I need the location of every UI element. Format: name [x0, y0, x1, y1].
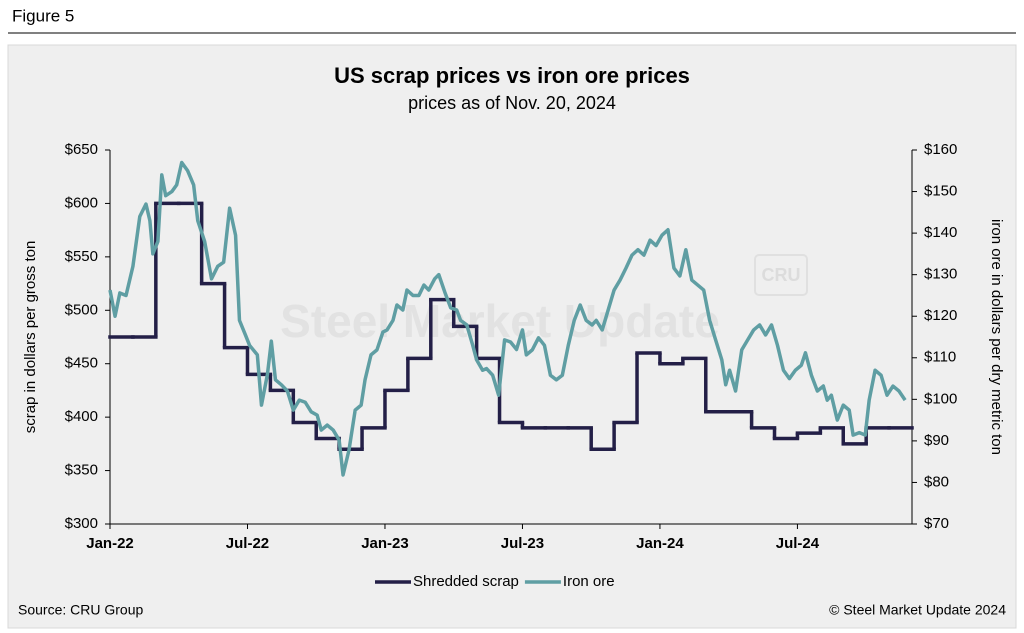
y-tick-label: $350 [65, 462, 98, 479]
y2-tick-label: $90 [924, 432, 949, 449]
y2-tick-label: $80 [924, 473, 949, 490]
watermark: Steel Market Update [280, 295, 720, 347]
chart-subtitle: prices as of Nov. 20, 2024 [408, 93, 616, 113]
y2-tick-label: $120 [924, 307, 957, 324]
series-line [108, 160, 907, 477]
y2-tick-label: $140 [924, 224, 957, 241]
y2-tick-label: $130 [924, 266, 957, 283]
x-tick-label: Jul-23 [501, 535, 544, 552]
x-tick-label: Jul-22 [226, 535, 269, 552]
x-tick-label: Jan-23 [361, 535, 409, 552]
y-tick-label: $500 [65, 301, 98, 318]
y-tick-label: $600 [65, 194, 98, 211]
y2-axis-title: iron ore in dollars per dry metric ton [988, 219, 1005, 455]
y-tick-label: $450 [65, 355, 98, 372]
y-tick-label: $550 [65, 248, 98, 265]
watermark-logo: CRU [762, 265, 801, 285]
y-axis-title: scrap in dollars per gross ton [22, 241, 39, 434]
x-tick-label: Jul-24 [776, 535, 820, 552]
copyright: © Steel Market Update 2024 [829, 602, 1006, 618]
y2-tick-label: $110 [924, 349, 956, 366]
source-note: Source: CRU Group [18, 602, 143, 618]
y2-tick-label: $70 [924, 515, 949, 532]
legend-label: Iron ore [563, 573, 615, 590]
y-tick-label: $300 [65, 515, 98, 532]
y-tick-label: $650 [65, 141, 98, 158]
x-tick-label: Jan-22 [86, 535, 134, 552]
x-tick-label: Jan-24 [636, 535, 684, 552]
panel [7, 44, 1017, 629]
watermark-logo-box [754, 254, 808, 296]
figure-label: Figure 5 [12, 6, 74, 25]
legend-label: Shredded scrap [413, 573, 519, 590]
y-tick-label: $400 [65, 408, 98, 425]
y2-tick-label: $150 [924, 183, 957, 200]
y2-tick-label: $160 [924, 141, 957, 158]
y2-tick-label: $100 [924, 390, 957, 407]
chart-title: US scrap prices vs iron ore prices [334, 63, 690, 88]
